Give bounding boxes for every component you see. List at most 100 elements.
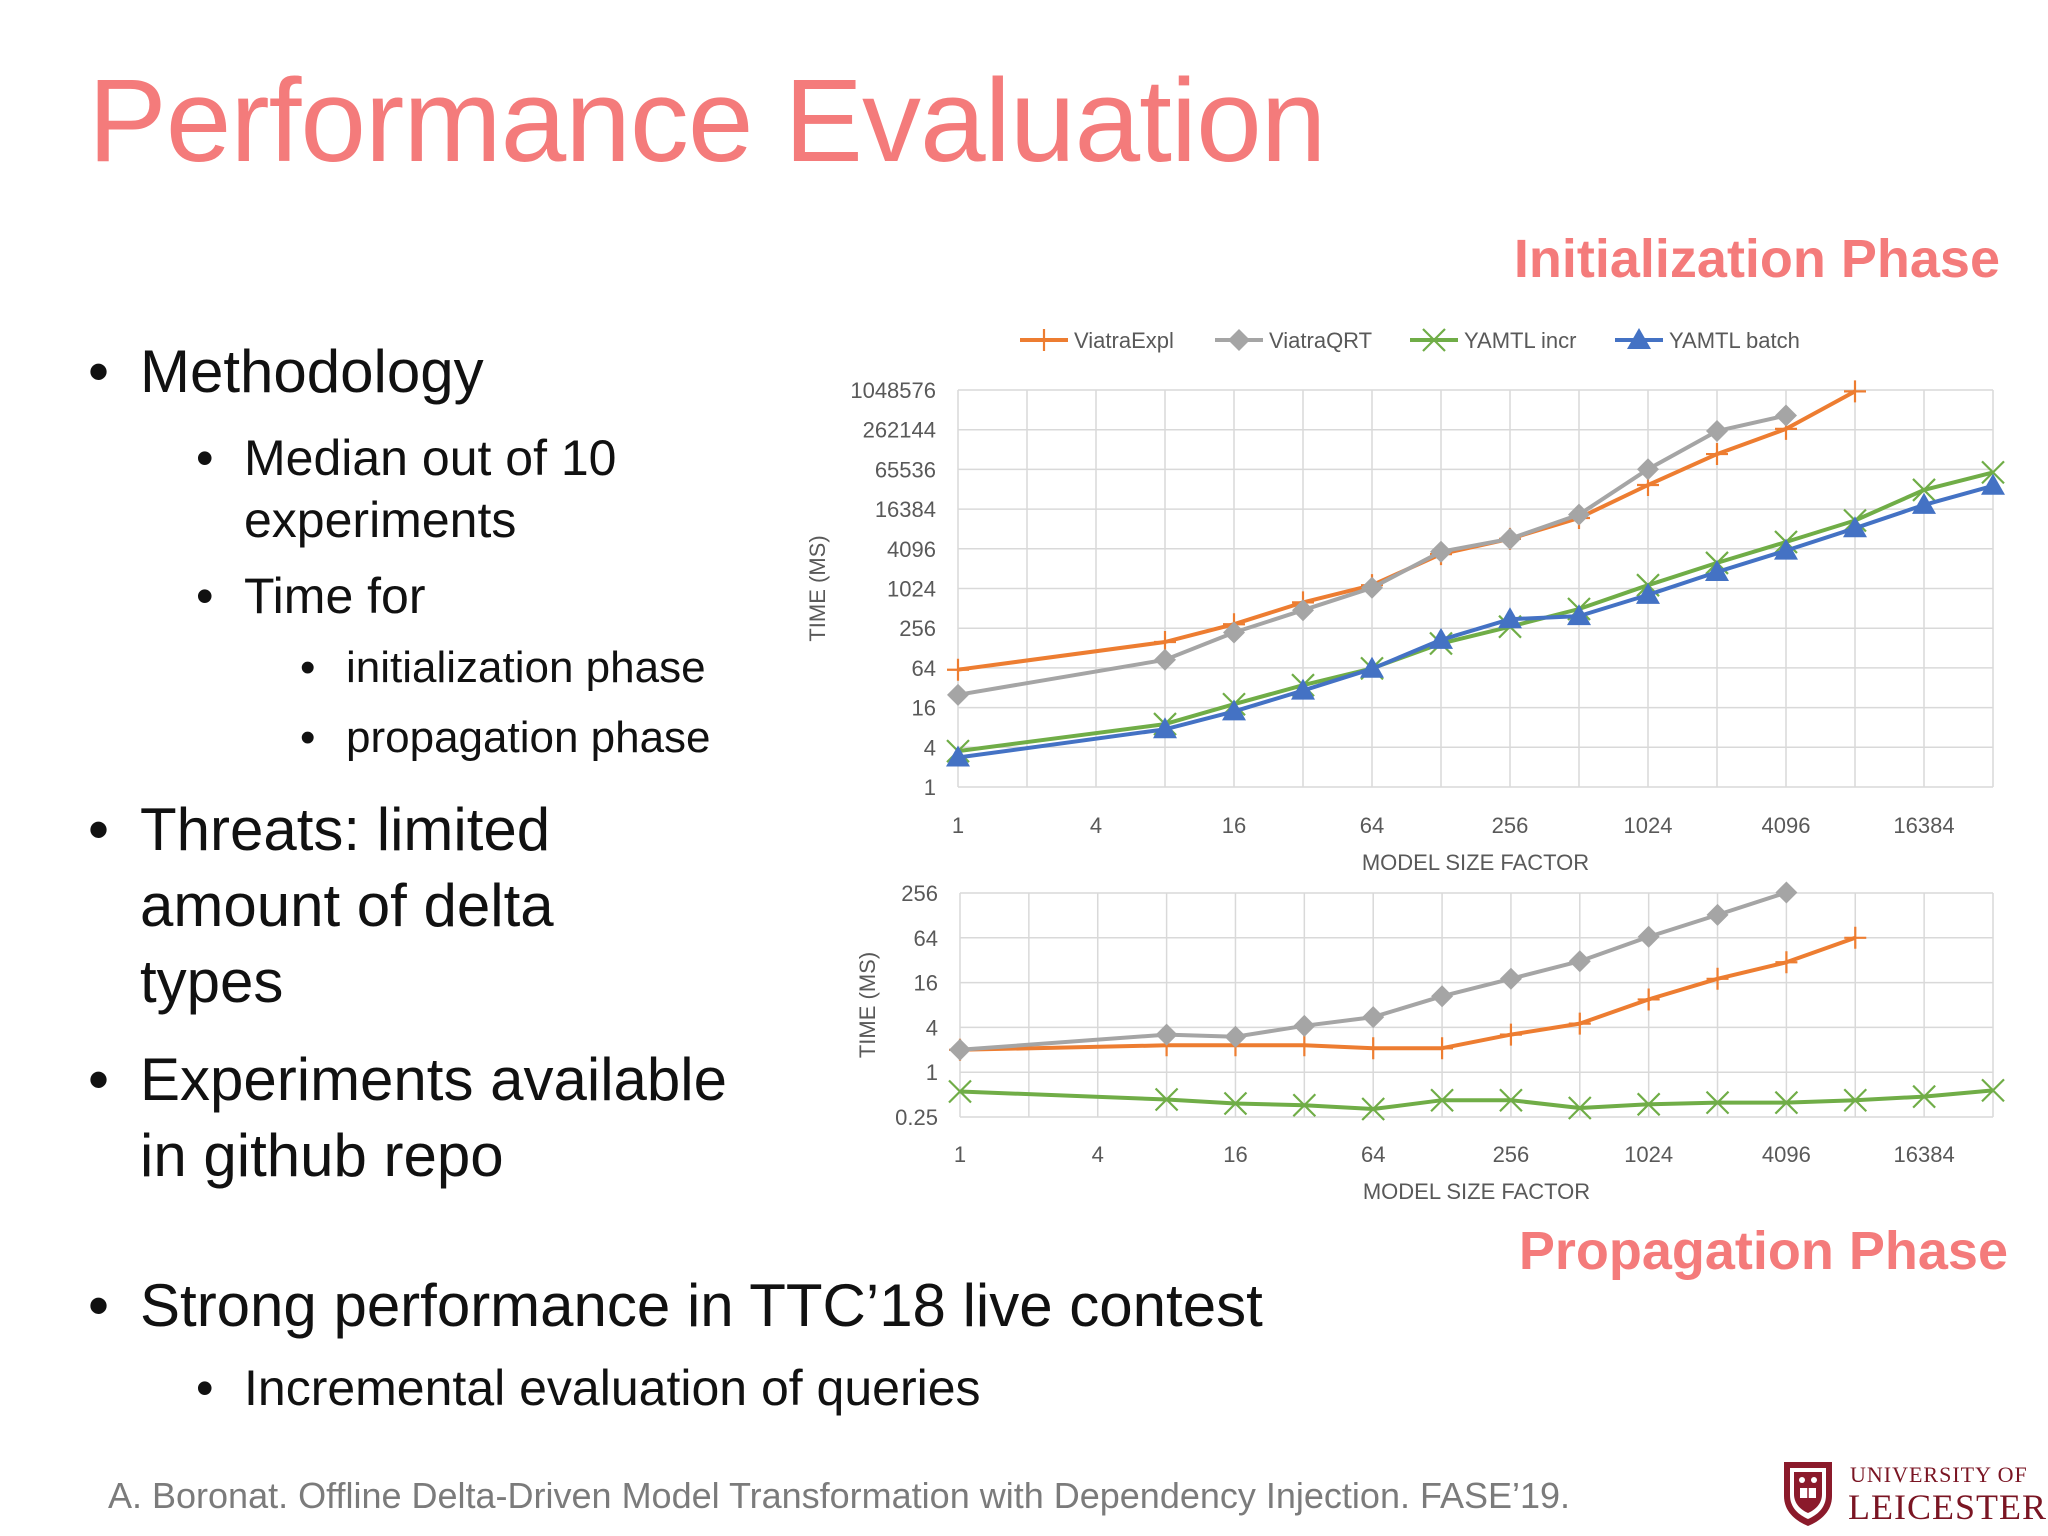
series-line <box>959 1088 1994 1111</box>
university-logo: UNIVERSITY OF LEICESTER <box>1780 1458 2046 1528</box>
data-point <box>1705 560 1729 582</box>
x-tick-label: 4096 <box>1762 1142 1811 1167</box>
data-point <box>948 1079 972 1104</box>
legend-marker <box>1228 329 1250 351</box>
bullet-initialization-phase: initialization phase <box>300 642 706 695</box>
data-point <box>1430 543 1452 566</box>
x-tick-label: 256 <box>1492 813 1529 838</box>
data-point <box>1499 967 1522 990</box>
data-point <box>1568 950 1591 973</box>
data-point <box>1224 1034 1247 1057</box>
series-line <box>959 935 1856 1052</box>
data-point <box>1293 1034 1316 1057</box>
data-point <box>1431 985 1454 1008</box>
data-point <box>949 1038 971 1061</box>
propagation-phase-label: Propagation Phase <box>1518 1221 2008 1281</box>
data-point <box>1636 582 1660 604</box>
data-point <box>1223 613 1245 636</box>
data-point <box>1292 591 1314 614</box>
legend-entry: YAMTL batch <box>1615 328 1800 353</box>
bullet-threats-line3: types <box>140 948 284 1015</box>
data-point <box>1499 527 1521 550</box>
x-tick-label: 4 <box>1092 1142 1104 1167</box>
data-point <box>1362 1006 1385 1029</box>
data-point <box>1843 508 1867 533</box>
legend-marker <box>1033 329 1055 351</box>
legend-entry: ViatraQRT <box>1215 328 1372 353</box>
data-point <box>1637 458 1659 481</box>
data-point <box>1981 1078 2005 1103</box>
y-tick-label: 16 <box>914 971 938 996</box>
data-point <box>1775 404 1797 427</box>
data-point <box>1637 474 1659 497</box>
series-line <box>957 413 1787 697</box>
data-point <box>1706 420 1728 443</box>
data-point <box>947 658 969 681</box>
data-point <box>1360 656 1384 678</box>
data-point <box>1912 1084 1936 1109</box>
data-point <box>1154 631 1176 654</box>
data-point <box>949 1038 971 1061</box>
y-tick-label: 1048576 <box>850 378 936 403</box>
y-tick-label: 256 <box>901 881 938 906</box>
data-point <box>1637 925 1660 948</box>
data-point <box>947 683 969 706</box>
x-axis-title: MODEL SIZE FACTOR <box>1362 850 1589 875</box>
logo-university-of: UNIVERSITY OF <box>1850 1462 2028 1487</box>
y-tick-label: 16384 <box>875 497 936 522</box>
data-point <box>1292 1093 1317 1117</box>
x-tick-label: 1024 <box>1624 1142 1673 1167</box>
data-point <box>1981 460 2005 485</box>
data-point <box>1154 648 1176 671</box>
data-point <box>1153 712 1177 736</box>
x-tick-label: 4 <box>1090 813 1102 838</box>
data-point <box>1912 492 1936 514</box>
x-tick-label: 4096 <box>1762 813 1811 838</box>
series-line <box>957 470 1994 754</box>
y-tick-label: 1 <box>924 775 936 800</box>
data-point <box>1844 926 1867 949</box>
legend-entry: ViatraExpl <box>1020 328 1174 353</box>
bullet-threats: Threats: limited <box>88 794 550 866</box>
data-point <box>1498 614 1522 639</box>
data-point <box>1293 1014 1316 1037</box>
y-tick-label: 4 <box>926 1015 938 1040</box>
data-point <box>1431 1037 1454 1060</box>
data-point <box>1981 473 2005 495</box>
data-point <box>1430 540 1452 563</box>
data-point <box>1499 1023 1522 1046</box>
data-point <box>1706 903 1729 926</box>
data-point <box>1636 573 1660 597</box>
x-tick-label: 1 <box>954 1142 966 1167</box>
data-point <box>1360 656 1384 681</box>
x-tick-label: 16384 <box>1893 813 1954 838</box>
bullet-median: Median out of 10 <box>196 428 616 488</box>
legend-label: ViatraQRT <box>1269 328 1372 353</box>
data-point <box>1224 1025 1247 1048</box>
data-point <box>1291 678 1315 700</box>
footer-citation: A. Boronat. Offline Delta-Driven Model T… <box>108 1475 1571 1516</box>
bullet-median-continued: experiments <box>244 492 517 548</box>
y-tick-label: 1 <box>926 1060 938 1085</box>
data-point <box>1844 380 1866 403</box>
data-point <box>1775 881 1798 904</box>
x-tick-label: 16384 <box>1894 1142 1955 1167</box>
data-point <box>1499 1088 1523 1113</box>
x-tick-label: 1024 <box>1624 813 1673 838</box>
x-tick-label: 256 <box>1493 1142 1530 1167</box>
x-tick-label: 64 <box>1360 813 1384 838</box>
data-point <box>1912 478 1936 502</box>
y-tick-label: 16 <box>912 696 936 721</box>
bullet-time-for: Time for <box>196 566 425 626</box>
series-viatraqrt <box>947 404 1797 706</box>
chart-init: 1 4 16 64 256 1024 4096 16384 65536 262144 1048576… <box>805 328 2005 875</box>
data-point <box>946 739 970 763</box>
data-point <box>1568 1012 1591 1035</box>
y-tick-label: 64 <box>912 656 936 681</box>
data-point <box>1705 551 1729 575</box>
data-point <box>1568 507 1590 530</box>
series-yamtl-incr <box>948 1078 2005 1121</box>
data-point <box>1568 503 1590 526</box>
data-point <box>1636 1092 1661 1117</box>
series-viatraqrt <box>949 881 1798 1061</box>
